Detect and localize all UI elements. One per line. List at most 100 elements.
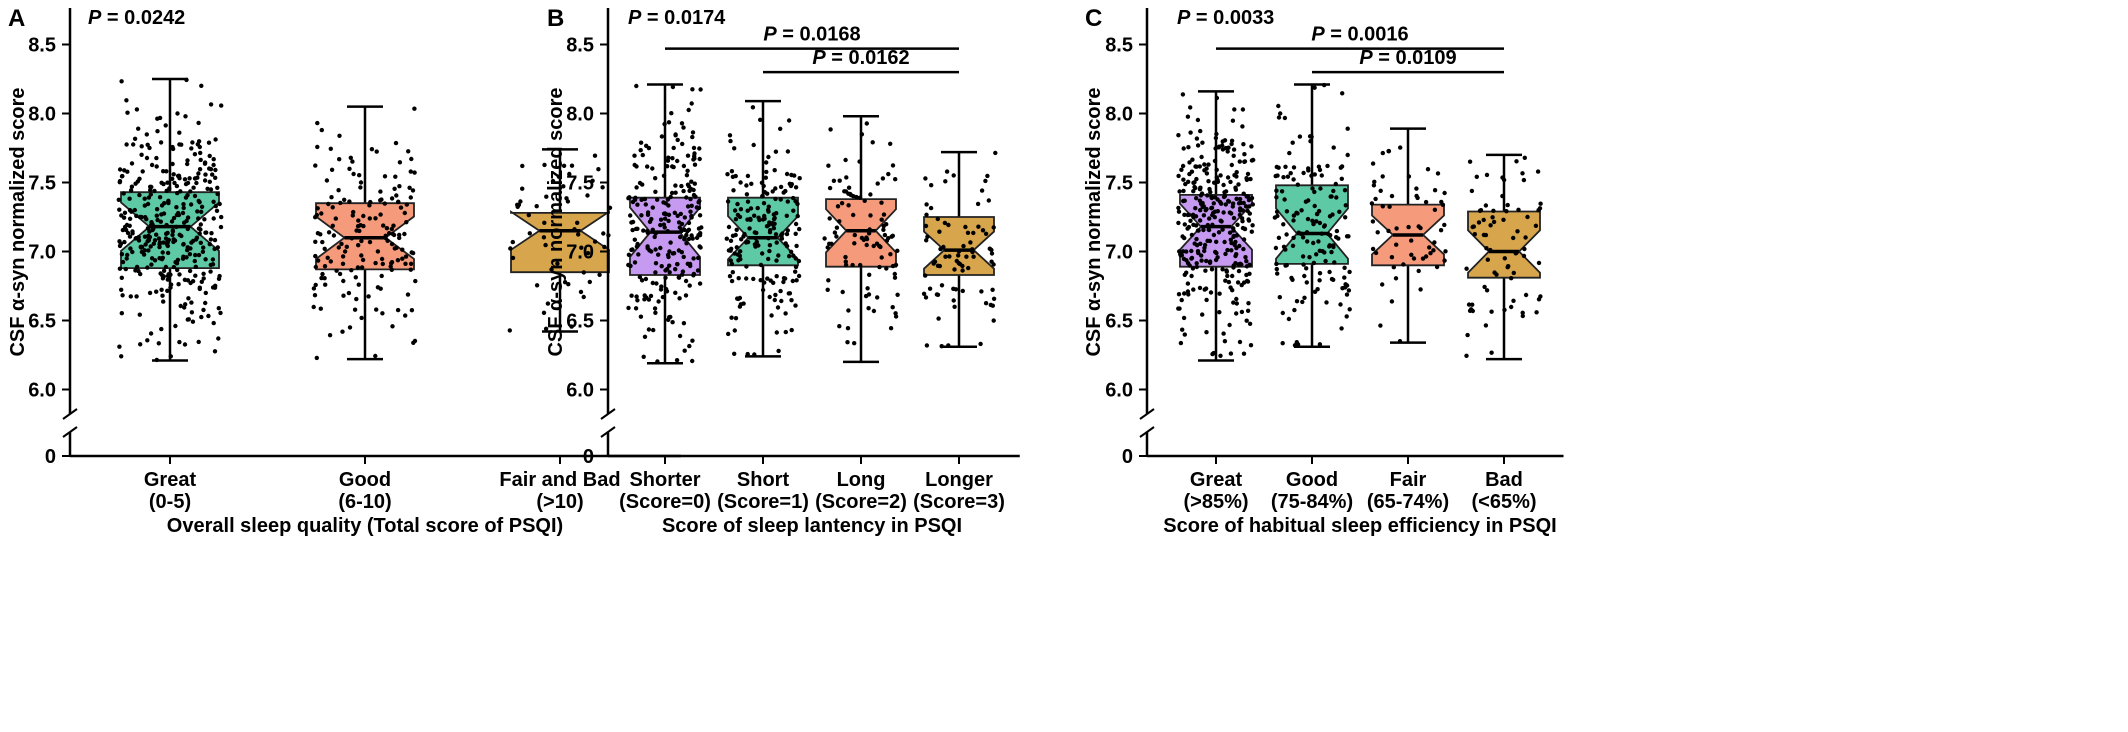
data-point [632, 237, 637, 242]
data-point [773, 186, 778, 191]
data-point [1213, 257, 1219, 263]
data-point [756, 215, 761, 220]
data-point [208, 102, 214, 107]
data-point [1280, 341, 1285, 346]
data-point [171, 172, 176, 177]
data-point [737, 253, 742, 258]
data-point [928, 205, 934, 211]
x-tick-sublabel: (Score=0) [619, 491, 711, 513]
p-number: = 0.0109 [1373, 47, 1457, 69]
data-point [543, 242, 548, 248]
data-point [177, 339, 182, 345]
data-point [198, 240, 203, 245]
data-point [134, 264, 140, 270]
data-point [1248, 343, 1254, 348]
data-point [879, 217, 884, 222]
data-point [330, 223, 335, 228]
data-point [1176, 173, 1181, 179]
data-point [1234, 296, 1239, 302]
data-point [1415, 195, 1420, 201]
data-point [1432, 188, 1438, 193]
data-point [673, 190, 678, 195]
data-point [313, 163, 318, 168]
data-point [1179, 167, 1184, 172]
data-point [1239, 309, 1245, 315]
data-point [927, 286, 933, 291]
data-point [1466, 302, 1472, 307]
data-point [789, 327, 794, 333]
y-tick-label: 8.5 [1105, 35, 1133, 57]
data-point [765, 276, 770, 281]
data-point [207, 166, 212, 171]
data-point [412, 106, 417, 111]
data-point [1214, 167, 1219, 172]
data-point [738, 249, 743, 254]
data-point [340, 261, 346, 266]
p-number: = 0.0162 [826, 47, 910, 69]
data-point [1231, 147, 1237, 152]
data-point [1186, 224, 1192, 230]
data-point [1230, 273, 1235, 279]
data-point [1501, 217, 1506, 222]
data-point [1246, 197, 1252, 203]
data-point [732, 208, 738, 213]
data-point [1204, 330, 1209, 335]
data-point [1325, 163, 1330, 169]
data-point [412, 170, 417, 175]
data-point [139, 249, 145, 255]
data-point [1204, 206, 1209, 212]
data-point [1488, 223, 1493, 228]
data-point [190, 319, 196, 324]
data-point [215, 185, 220, 190]
data-point [1312, 203, 1317, 209]
data-point [1394, 226, 1399, 231]
data-point [518, 199, 523, 204]
data-point [1432, 240, 1437, 245]
data-point [124, 256, 129, 261]
data-point [357, 228, 362, 234]
data-point [1231, 153, 1236, 158]
data-point [526, 212, 531, 218]
data-point [1397, 339, 1403, 344]
data-point [1344, 234, 1350, 239]
data-point [728, 138, 733, 144]
axis-break-mark [62, 426, 78, 438]
data-point [744, 240, 749, 245]
data-point [1230, 118, 1236, 123]
data-point [1246, 217, 1251, 222]
data-point [1514, 159, 1519, 164]
data-point [334, 268, 339, 273]
data-point [344, 244, 349, 249]
data-point [1347, 269, 1352, 275]
data-point [993, 150, 998, 156]
data-point [1296, 230, 1301, 235]
data-point [315, 206, 320, 211]
data-point [758, 262, 764, 268]
data-point [1234, 301, 1240, 306]
data-point [738, 180, 743, 185]
data-point [373, 353, 378, 359]
data-point [650, 227, 655, 232]
y-tick-label: 7.5 [28, 173, 56, 195]
data-point [199, 204, 205, 209]
data-point [1276, 103, 1281, 109]
data-point [1522, 155, 1528, 160]
data-point [1198, 208, 1203, 213]
data-point [691, 256, 696, 261]
data-point [1329, 194, 1334, 199]
data-point [1250, 223, 1255, 228]
data-point [1286, 316, 1292, 322]
data-point [761, 183, 766, 189]
y-tick-label-zero: 0 [1122, 446, 1133, 468]
data-point [690, 338, 695, 343]
data-point [1318, 186, 1323, 191]
data-point [174, 183, 180, 189]
data-point [408, 195, 413, 200]
data-point [980, 228, 986, 233]
data-point [627, 195, 632, 200]
data-point [1295, 342, 1301, 347]
data-point [678, 234, 683, 240]
data-point [827, 216, 832, 221]
data-point [923, 223, 929, 229]
data-point [793, 221, 799, 227]
